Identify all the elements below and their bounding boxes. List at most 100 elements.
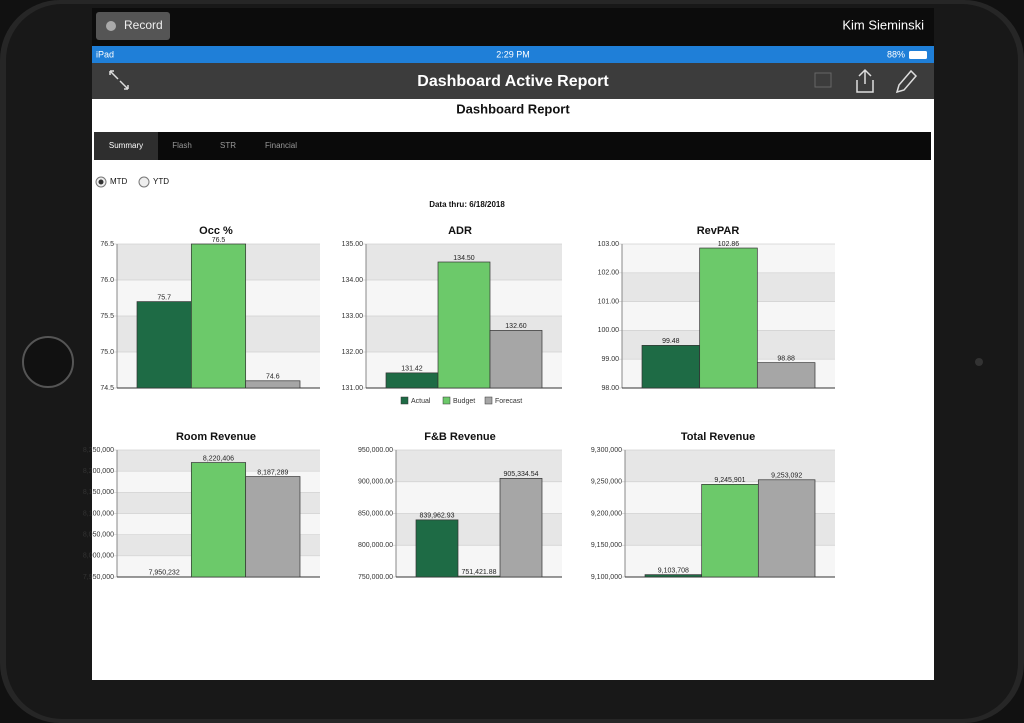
value-label: 9,253,092: [771, 473, 802, 480]
y-tick-label: 8,000,000: [83, 553, 114, 560]
chart-title: F&B Revenue: [424, 431, 496, 443]
share-icon[interactable]: [856, 68, 874, 93]
legend-label: Forecast: [495, 398, 522, 405]
nav-title: Dashboard Active Report: [417, 73, 609, 90]
bar: [437, 261, 491, 389]
home-button[interactable]: [22, 336, 74, 388]
value-label: 8,220,406: [203, 455, 234, 462]
device-label: iPad: [96, 49, 114, 59]
record-dot: [106, 21, 116, 31]
y-tick-label: 75.0: [100, 349, 114, 356]
y-tick-label: 132.00: [342, 349, 364, 356]
value-label: 98.88: [777, 355, 795, 362]
recorder-bar: [92, 8, 934, 46]
record-label: Record: [124, 18, 163, 32]
charts: Occ % 74.5 75.0 75.5 76.0 76.5 75.7 76.5 74.6 ADR…: [83, 225, 835, 581]
active-tab: [94, 132, 158, 160]
radio-label: YTD: [153, 177, 169, 186]
chart-title: Total Revenue: [681, 431, 755, 443]
bar: [489, 330, 543, 389]
y-tick-label: 76.5: [100, 241, 114, 248]
bar: [701, 484, 759, 578]
y-tick-label: 101.00: [598, 298, 620, 305]
legend-label: Actual: [411, 398, 431, 405]
data-thru: Data thru: 6/18/2018: [429, 200, 505, 209]
bar: [415, 519, 459, 578]
y-tick-label: 9,300,000: [591, 447, 622, 454]
y-tick-label: 9,250,000: [591, 479, 622, 486]
legend-swatch: [442, 396, 451, 405]
record-button[interactable]: [96, 12, 170, 40]
y-tick-label: 7,950,000: [83, 574, 114, 581]
edit-icon[interactable]: [895, 69, 918, 94]
y-tick-label: 74.5: [100, 385, 114, 392]
grid-band: [117, 450, 320, 472]
resize-icon[interactable]: [109, 70, 129, 90]
bar: [136, 301, 192, 389]
nav-bar: [92, 63, 934, 99]
value-label: 134.50: [453, 255, 475, 262]
value-label: 9,103,708: [658, 567, 689, 574]
tab[interactable]: Flash: [172, 141, 192, 150]
value-label: 132.60: [505, 323, 527, 330]
status-bar: [92, 46, 934, 63]
report-area: [92, 99, 934, 680]
y-tick-label: 100.00: [598, 327, 620, 334]
bar: [385, 372, 439, 389]
y-tick-label: 850,000.00: [358, 510, 393, 517]
radio[interactable]: [138, 176, 150, 188]
y-tick-label: 99.00: [601, 356, 619, 363]
y-tick-label: 76.0: [100, 277, 114, 284]
bar: [190, 462, 247, 578]
value-label: 7,950,232: [149, 570, 180, 577]
battery-percent: 88%: [887, 49, 905, 59]
tab[interactable]: Summary: [109, 141, 143, 150]
bar: [699, 247, 758, 389]
layers-icon[interactable]: [814, 72, 832, 88]
bar: [499, 478, 543, 578]
y-tick-label: 133.00: [342, 313, 364, 320]
tab[interactable]: Financial: [265, 141, 297, 150]
y-tick-label: 9,200,000: [591, 510, 622, 517]
tab-bar: [94, 132, 931, 160]
bar: [757, 479, 816, 578]
tab[interactable]: STR: [220, 141, 236, 150]
grid-band: [625, 450, 835, 482]
legend-swatch: [400, 396, 409, 405]
clock: 2:29 PM: [496, 49, 530, 59]
chart-title: Room Revenue: [176, 431, 256, 443]
y-tick-label: 8,050,000: [83, 532, 114, 539]
y-tick-label: 9,150,000: [591, 542, 622, 549]
camera: [975, 358, 983, 366]
y-tick-label: 131.00: [342, 385, 364, 392]
battery-icon: [909, 51, 927, 59]
y-tick-label: 103.00: [598, 241, 620, 248]
value-label: 99.48: [662, 338, 680, 345]
bar: [190, 243, 247, 389]
value-label: 905,334.54: [503, 471, 538, 478]
chart-title: RevPAR: [697, 225, 740, 237]
grid-band: [396, 450, 562, 482]
y-tick-label: 8,100,000: [83, 510, 114, 517]
bar: [245, 476, 301, 578]
chart-title: ADR: [448, 225, 472, 237]
y-tick-label: 134.00: [342, 277, 364, 284]
bar: [641, 345, 701, 389]
bar: [245, 380, 301, 389]
y-tick-label: 900,000.00: [358, 479, 393, 486]
value-label: 74.6: [266, 374, 280, 381]
value-label: 102.86: [718, 241, 740, 248]
y-tick-label: 102.00: [598, 270, 620, 277]
value-label: 76.5: [212, 237, 226, 244]
report-title: Dashboard Report: [456, 101, 570, 116]
y-tick-label: 750,000.00: [358, 574, 393, 581]
y-tick-label: 75.5: [100, 313, 114, 320]
bar: [644, 574, 703, 578]
legend-swatch: [484, 396, 493, 405]
value-label: 9,245,901: [714, 477, 745, 484]
bar: [756, 362, 816, 389]
value-label: 131.42: [401, 366, 423, 373]
y-tick-label: 98.00: [601, 385, 619, 392]
